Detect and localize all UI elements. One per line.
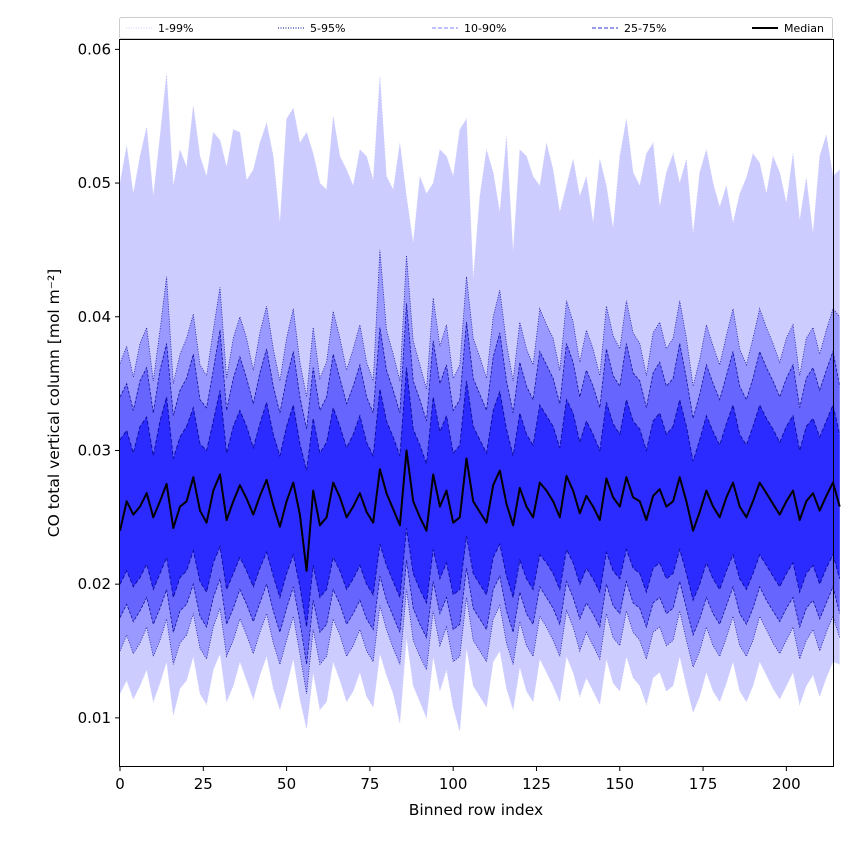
x-tick-label: 0	[115, 775, 125, 793]
legend-label-2: 5-95%	[310, 22, 345, 35]
x-tick-label: 150	[605, 775, 634, 793]
x-axis-title: Binned row index	[409, 801, 543, 819]
x-tick-label: 200	[772, 775, 801, 793]
x-tick-label: 25	[194, 775, 213, 793]
legend-label-3: 10-90%	[464, 22, 506, 35]
band-edge-upper-25-75pct	[119, 367, 841, 471]
legend-label-4: 25-75%	[624, 22, 666, 35]
band-25-75pct	[120, 367, 840, 627]
legend: 1-99% 5-95% 10-90% 25-75% Median	[119, 17, 833, 39]
y-tick-label: 0.05	[78, 174, 111, 192]
y-tick-label: 0.03	[78, 441, 111, 459]
y-axis: 0.01 0.02 0.03 0.04 0.05 0.06	[78, 40, 120, 727]
y-axis-title: CO total vertical column [mol m⁻²]	[45, 269, 63, 537]
band-edge-lower-10-90pct	[119, 560, 841, 665]
band-edge-lower-25-75pct	[119, 527, 841, 628]
legend-frame	[119, 17, 833, 39]
x-tick-label: 50	[277, 775, 296, 793]
x-tick-label: 175	[689, 775, 718, 793]
band-edge-lower-1-99pct	[119, 637, 840, 732]
band-edge-upper-10-90pct	[119, 303, 841, 430]
x-tick-label: 75	[360, 775, 379, 793]
y-tick-label: 0.04	[78, 308, 111, 326]
x-axis: 0 25 50 75 100 125 150 175 200	[115, 766, 801, 793]
y-tick-label: 0.06	[78, 40, 111, 58]
y-tick-label: 0.01	[78, 709, 111, 727]
x-tick-label: 100	[439, 775, 468, 793]
legend-label-5: Median	[784, 22, 824, 35]
x-tick-label: 125	[522, 775, 551, 793]
median-layer	[119, 449, 841, 572]
plot-area-frame	[119, 39, 834, 767]
y-tick-label: 0.02	[78, 575, 111, 593]
legend-label-1: 1-99%	[158, 22, 193, 35]
median-line	[119, 449, 841, 572]
bands-layer	[120, 73, 840, 732]
band-edges-layer	[119, 73, 841, 732]
